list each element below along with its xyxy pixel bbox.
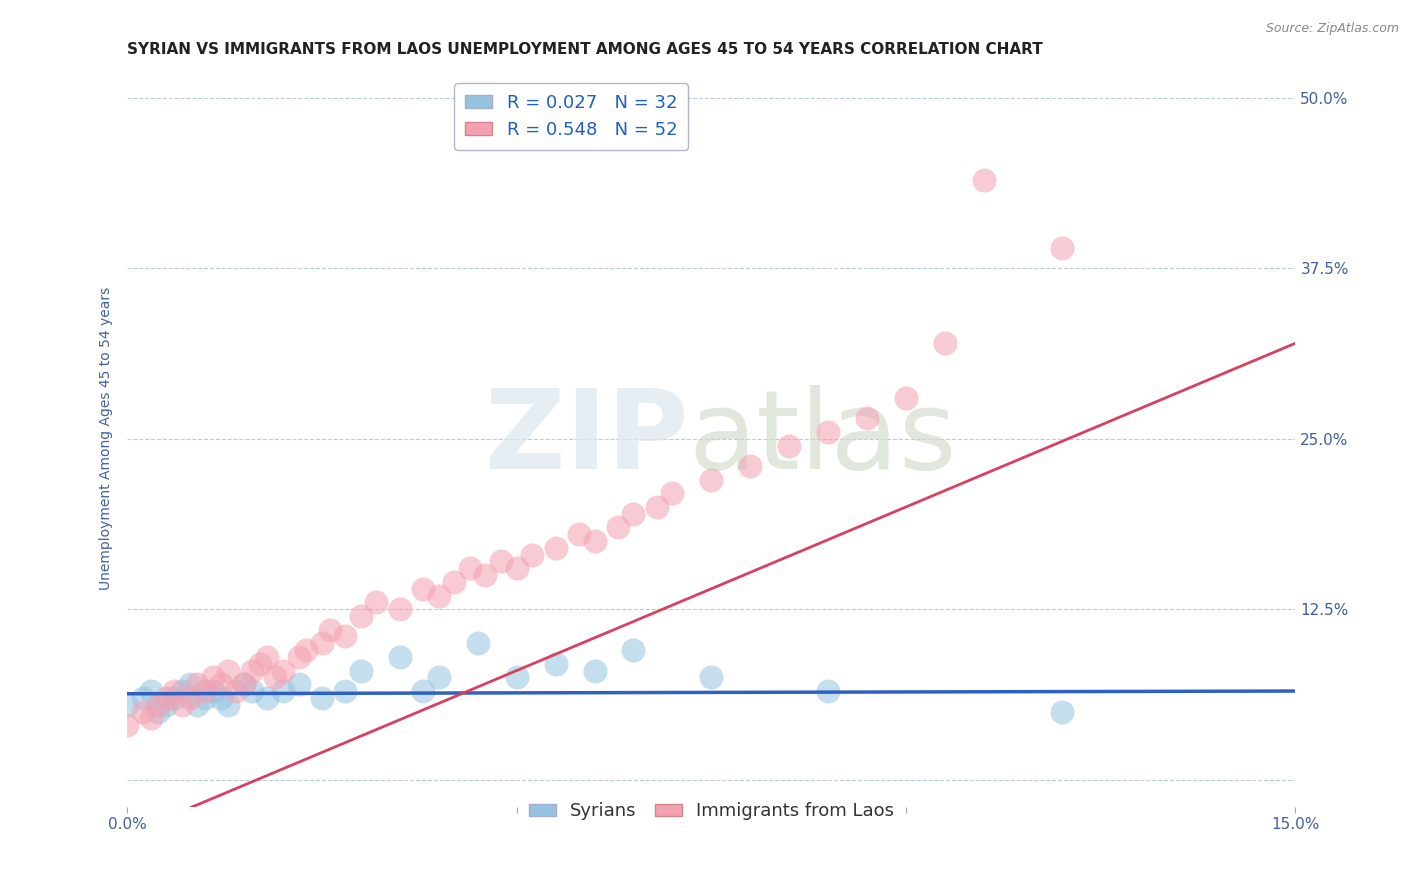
Point: [148, 705, 170, 719]
Point: [170, 684, 193, 698]
Point: [583, 534, 606, 549]
Point: [894, 391, 917, 405]
Point: [311, 636, 333, 650]
Point: [427, 670, 450, 684]
Point: [412, 582, 434, 596]
Y-axis label: Unemployment Among Ages 45 to 54 years: Unemployment Among Ages 45 to 54 years: [100, 287, 114, 591]
Point: [132, 690, 155, 705]
Point: [544, 541, 567, 555]
Point: [264, 670, 287, 684]
Point: [458, 561, 481, 575]
Point: [817, 425, 839, 439]
Text: SYRIAN VS IMMIGRANTS FROM LAOS UNEMPLOYMENT AMONG AGES 45 TO 54 YEARS CORRELATIO: SYRIAN VS IMMIGRANTS FROM LAOS UNEMPLOYM…: [128, 42, 1043, 57]
Point: [1050, 241, 1073, 255]
Point: [201, 670, 224, 684]
Point: [388, 602, 411, 616]
Point: [139, 711, 162, 725]
Point: [583, 664, 606, 678]
Point: [295, 643, 318, 657]
Point: [233, 677, 256, 691]
Point: [623, 643, 645, 657]
Point: [218, 664, 240, 678]
Point: [163, 690, 186, 705]
Point: [240, 664, 263, 678]
Legend: Syrians, Immigrants from Laos: Syrians, Immigrants from Laos: [522, 795, 901, 828]
Point: [170, 698, 193, 712]
Point: [287, 649, 309, 664]
Point: [256, 690, 278, 705]
Point: [350, 664, 373, 678]
Point: [568, 527, 591, 541]
Point: [194, 690, 217, 705]
Point: [505, 670, 527, 684]
Point: [311, 690, 333, 705]
Point: [287, 677, 309, 691]
Point: [973, 172, 995, 186]
Point: [505, 561, 527, 575]
Point: [427, 589, 450, 603]
Point: [163, 684, 186, 698]
Point: [218, 698, 240, 712]
Point: [544, 657, 567, 671]
Point: [700, 473, 723, 487]
Point: [256, 649, 278, 664]
Point: [606, 520, 628, 534]
Point: [201, 684, 224, 698]
Point: [117, 718, 139, 732]
Point: [132, 705, 155, 719]
Point: [934, 336, 956, 351]
Point: [179, 690, 201, 705]
Point: [335, 630, 357, 644]
Point: [645, 500, 668, 514]
Point: [148, 698, 170, 712]
Point: [240, 684, 263, 698]
Point: [740, 458, 762, 473]
Text: ZIP: ZIP: [485, 385, 688, 492]
Point: [271, 684, 294, 698]
Point: [661, 486, 683, 500]
Point: [443, 574, 465, 589]
Point: [186, 677, 208, 691]
Point: [817, 684, 839, 698]
Point: [489, 554, 512, 568]
Point: [186, 698, 208, 712]
Point: [350, 609, 373, 624]
Point: [1050, 705, 1073, 719]
Point: [856, 411, 879, 425]
Point: [139, 684, 162, 698]
Point: [388, 649, 411, 664]
Point: [209, 677, 232, 691]
Point: [179, 677, 201, 691]
Point: [155, 690, 177, 705]
Point: [249, 657, 271, 671]
Point: [412, 684, 434, 698]
Point: [522, 548, 544, 562]
Point: [233, 677, 256, 691]
Point: [209, 690, 232, 705]
Point: [366, 595, 388, 609]
Point: [623, 507, 645, 521]
Point: [467, 636, 489, 650]
Point: [117, 698, 139, 712]
Text: Source: ZipAtlas.com: Source: ZipAtlas.com: [1265, 22, 1399, 36]
Point: [271, 664, 294, 678]
Point: [225, 684, 247, 698]
Point: [778, 438, 800, 452]
Point: [335, 684, 357, 698]
Point: [155, 698, 177, 712]
Text: atlas: atlas: [688, 385, 956, 492]
Point: [474, 568, 496, 582]
Point: [700, 670, 723, 684]
Point: [194, 684, 217, 698]
Point: [319, 623, 342, 637]
